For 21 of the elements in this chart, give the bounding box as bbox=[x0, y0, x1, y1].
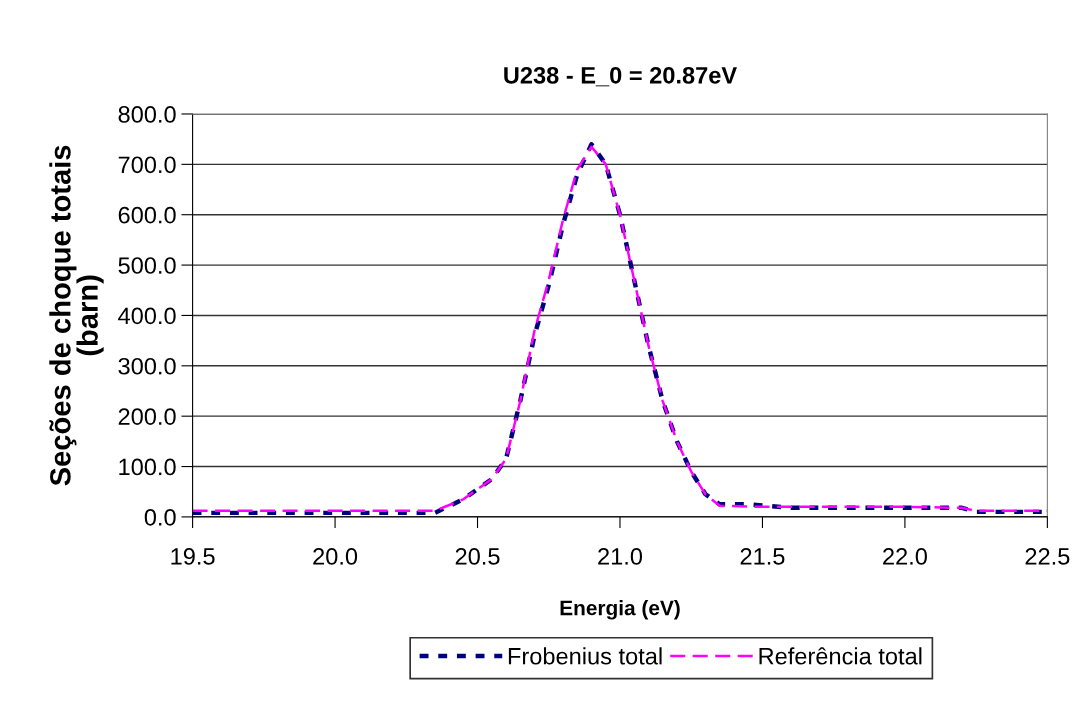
x-tick-label: 22.5 bbox=[1025, 548, 1070, 565]
chart-title: U238 - E_0 = 20.87eV bbox=[504, 66, 737, 87]
y-tick-label: 400.0 bbox=[118, 307, 176, 325]
x-tick-label: 21.0 bbox=[598, 548, 643, 565]
x-tick-label: 21.5 bbox=[740, 548, 785, 565]
legend-label: Referência total bbox=[759, 647, 922, 665]
x-tick-label: 20.5 bbox=[455, 548, 500, 565]
y-tick-label: 0.0 bbox=[144, 508, 176, 526]
legend-label: Frobenius total bbox=[508, 647, 662, 665]
x-tick-label: 20.0 bbox=[313, 548, 358, 565]
y-tick-label: 800.0 bbox=[118, 106, 176, 123]
y-tick-label: 700.0 bbox=[118, 156, 176, 174]
x-axis-title: Energia (eV) bbox=[560, 600, 680, 620]
y-tick-label: 600.0 bbox=[118, 206, 176, 224]
y-tick-label: 200.0 bbox=[118, 408, 176, 425]
y-tick-label: 500.0 bbox=[118, 257, 176, 274]
y-axis-title: Seções de choque totais (barn) bbox=[49, 145, 104, 486]
x-tick-label: 19.5 bbox=[171, 548, 215, 565]
y-tick-label: 300.0 bbox=[118, 357, 176, 375]
x-tick-label: 22.0 bbox=[883, 548, 927, 565]
y-tick-label: 100.0 bbox=[119, 458, 176, 476]
